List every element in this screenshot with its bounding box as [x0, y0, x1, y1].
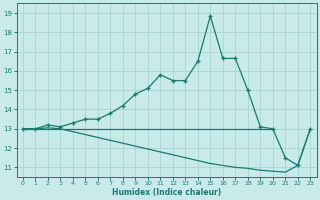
X-axis label: Humidex (Indice chaleur): Humidex (Indice chaleur): [112, 188, 221, 197]
